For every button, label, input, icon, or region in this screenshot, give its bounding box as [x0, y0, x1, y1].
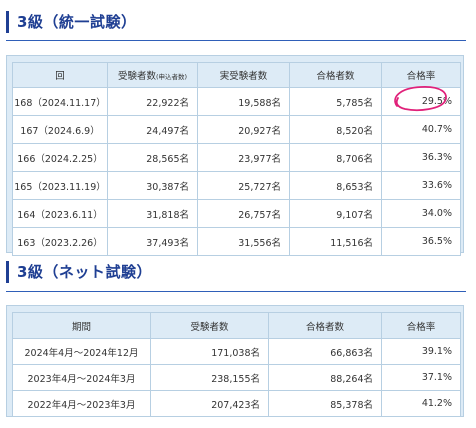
cell-examinees: 37,493名 — [107, 227, 198, 256]
header-pass-rate: 合格率 — [381, 62, 461, 88]
net-exam-table-frame: 期間 受験者数 合格者数 合格率 2024年4月～2024年12月 171,03… — [6, 305, 464, 417]
table-row: 163（2023.2.26） 37,493名 31,556名 11,516名 3… — [12, 227, 461, 256]
header-examinees: 受験者数(申込者数) — [107, 62, 198, 88]
cell-passers: 8,520名 — [289, 115, 382, 144]
table-row: 167（2024.6.9） 24,497名 20,927名 8,520名 40.… — [12, 115, 461, 144]
header-examinees: 受験者数 — [150, 312, 269, 339]
cell-rate: 34.0% — [381, 199, 461, 228]
cell-actual: 31,556名 — [197, 227, 290, 256]
header-period: 期間 — [12, 312, 151, 339]
cell-actual: 26,757名 — [197, 199, 290, 228]
cell-examinees: 171,038名 — [150, 338, 269, 365]
cell-passers: 85,378名 — [268, 390, 382, 417]
table-row: 165（2023.11.19） 30,387名 25,727名 8,653名 3… — [12, 171, 461, 200]
cell-session: 167（2024.6.9） — [12, 115, 108, 144]
section-title-net-exam: 3級（ネット試験） — [6, 261, 152, 283]
header-passers: 合格者数 — [289, 62, 382, 88]
cell-period: 2024年4月～2024年12月 — [12, 338, 151, 365]
header-session: 回 — [12, 62, 108, 88]
unified-exam-table-frame: 回 受験者数(申込者数) 実受験者数 合格者数 合格率 168（2024.11.… — [6, 55, 464, 256]
cell-examinees: 30,387名 — [107, 171, 198, 200]
header-examinees-label: 受験者数 — [117, 71, 156, 82]
cell-period: 2022年4月～2023年3月 — [12, 390, 151, 417]
cell-rate: 29.5% — [381, 87, 461, 116]
cell-session: 165（2023.11.19） — [12, 171, 108, 200]
net-exam-table: 期間 受験者数 合格者数 合格率 2024年4月～2024年12月 171,03… — [12, 312, 461, 417]
table-row: 2024年4月～2024年12月 171,038名 66,863名 39.1% — [12, 338, 461, 365]
header-examinees-note: (申込者数) — [155, 73, 188, 81]
unified-exam-table: 回 受験者数(申込者数) 実受験者数 合格者数 合格率 168（2024.11.… — [12, 62, 461, 256]
cell-rate: 37.1% — [381, 364, 461, 391]
cell-actual: 23,977名 — [197, 143, 290, 172]
cell-rate: 36.5% — [381, 227, 461, 256]
table-row: 166（2024.2.25） 28,565名 23,977名 8,706名 36… — [12, 143, 461, 172]
section-divider — [6, 291, 466, 292]
header-passers: 合格者数 — [268, 312, 382, 339]
header-pass-rate: 合格率 — [381, 312, 461, 339]
cell-rate: 39.1% — [381, 338, 461, 365]
table-header-row: 回 受験者数(申込者数) 実受験者数 合格者数 合格率 — [12, 62, 461, 88]
cell-passers: 5,785名 — [289, 87, 382, 116]
cell-session: 168（2024.11.17） — [12, 87, 108, 116]
cell-examinees: 22,922名 — [107, 87, 198, 116]
cell-actual: 25,727名 — [197, 171, 290, 200]
cell-passers: 9,107名 — [289, 199, 382, 228]
table-header-row: 期間 受験者数 合格者数 合格率 — [12, 312, 461, 339]
cell-examinees: 207,423名 — [150, 390, 269, 417]
cell-rate: 40.7% — [381, 115, 461, 144]
cell-rate: 41.2% — [381, 390, 461, 417]
cell-examinees: 24,497名 — [107, 115, 198, 144]
table-row: 2023年4月～2024年3月 238,155名 88,264名 37.1% — [12, 364, 461, 391]
cell-actual: 19,588名 — [197, 87, 290, 116]
table-row: 164（2023.6.11） 31,818名 26,757名 9,107名 34… — [12, 199, 461, 228]
cell-actual: 20,927名 — [197, 115, 290, 144]
cell-session: 166（2024.2.25） — [12, 143, 108, 172]
section-title-unified-exam: 3級（統一試験） — [6, 11, 136, 33]
cell-passers: 8,653名 — [289, 171, 382, 200]
cell-examinees: 28,565名 — [107, 143, 198, 172]
cell-passers: 66,863名 — [268, 338, 382, 365]
table-row: 168（2024.11.17） 22,922名 19,588名 5,785名 2… — [12, 87, 461, 116]
cell-rate: 33.6% — [381, 171, 461, 200]
cell-session: 163（2023.2.26） — [12, 227, 108, 256]
cell-passers: 88,264名 — [268, 364, 382, 391]
cell-period: 2023年4月～2024年3月 — [12, 364, 151, 391]
cell-examinees: 31,818名 — [107, 199, 198, 228]
section-divider — [6, 40, 466, 41]
table-row: 2022年4月～2023年3月 207,423名 85,378名 41.2% — [12, 390, 461, 417]
cell-rate: 36.3% — [381, 143, 461, 172]
cell-session: 164（2023.6.11） — [12, 199, 108, 228]
cell-passers: 8,706名 — [289, 143, 382, 172]
header-actual-examinees: 実受験者数 — [197, 62, 290, 88]
cell-examinees: 238,155名 — [150, 364, 269, 391]
cell-passers: 11,516名 — [289, 227, 382, 256]
